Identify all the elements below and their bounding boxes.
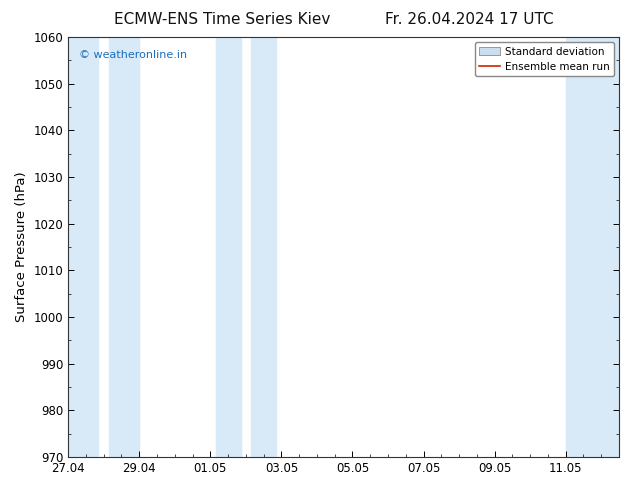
Bar [68, 37, 98, 457]
Bar [566, 37, 619, 457]
Legend: Standard deviation, Ensemble mean run: Standard deviation, Ensemble mean run [475, 42, 614, 76]
Text: ECMW-ENS Time Series Kiev: ECMW-ENS Time Series Kiev [113, 12, 330, 27]
Y-axis label: Surface Pressure (hPa): Surface Pressure (hPa) [15, 172, 28, 322]
Text: Fr. 26.04.2024 17 UTC: Fr. 26.04.2024 17 UTC [385, 12, 553, 27]
Bar [216, 37, 240, 457]
Text: © weatheronline.in: © weatheronline.in [79, 50, 187, 60]
Bar [109, 37, 139, 457]
Bar [251, 37, 276, 457]
